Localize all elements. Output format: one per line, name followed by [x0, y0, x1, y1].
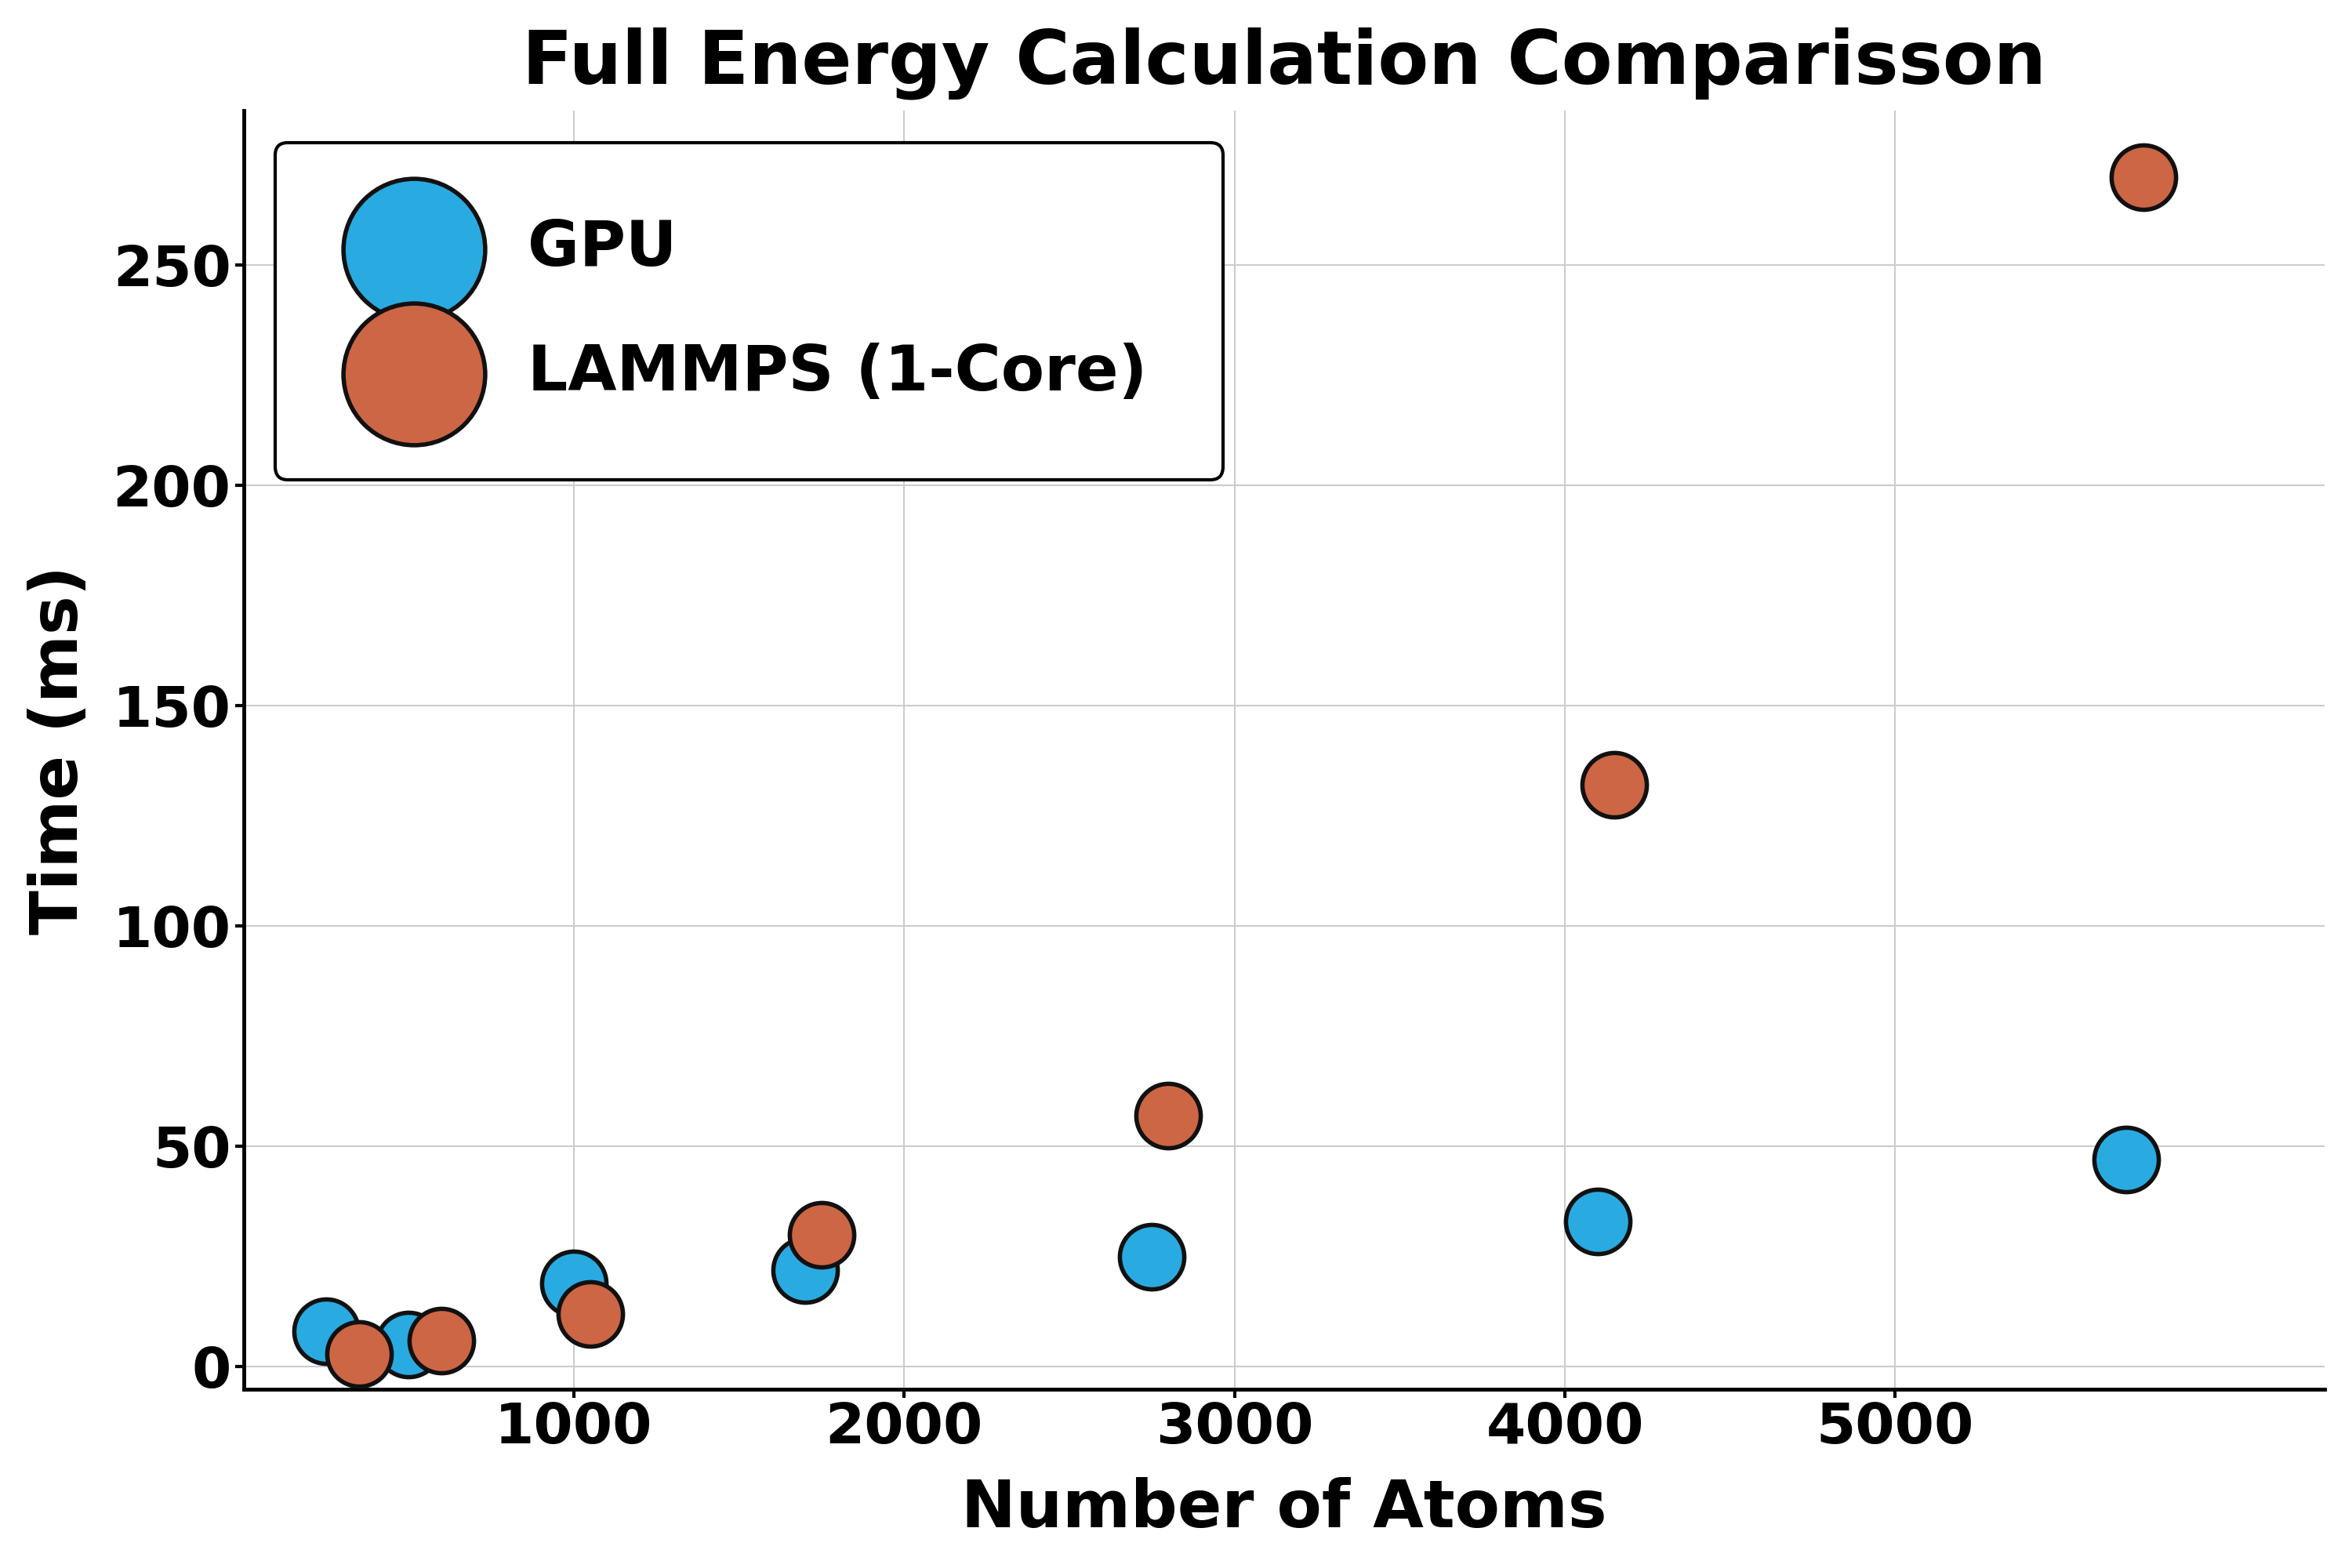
LAMMPS (1-Core): [1595, 773, 1632, 798]
LAMMPS (1-Core): [572, 1301, 609, 1327]
X-axis label: Number of Atoms: Number of Atoms: [962, 1477, 1606, 1541]
GPU: [308, 1319, 346, 1344]
GPU: [555, 1270, 593, 1295]
Legend: GPU, LAMMPS (1-Core): GPU, LAMMPS (1-Core): [275, 143, 1223, 480]
Y-axis label: Time (ms): Time (ms): [28, 566, 92, 935]
Title: Full Energy Calculation Comparisson: Full Energy Calculation Comparisson: [522, 27, 2046, 100]
GPU: [390, 1333, 428, 1358]
LAMMPS (1-Core): [341, 1341, 379, 1366]
LAMMPS (1-Core): [2124, 165, 2161, 190]
GPU: [2107, 1148, 2145, 1173]
GPU: [786, 1258, 823, 1283]
LAMMPS (1-Core): [802, 1221, 840, 1247]
GPU: [1578, 1209, 1616, 1234]
LAMMPS (1-Core): [1150, 1104, 1188, 1129]
GPU: [1134, 1243, 1171, 1269]
LAMMPS (1-Core): [423, 1328, 461, 1353]
